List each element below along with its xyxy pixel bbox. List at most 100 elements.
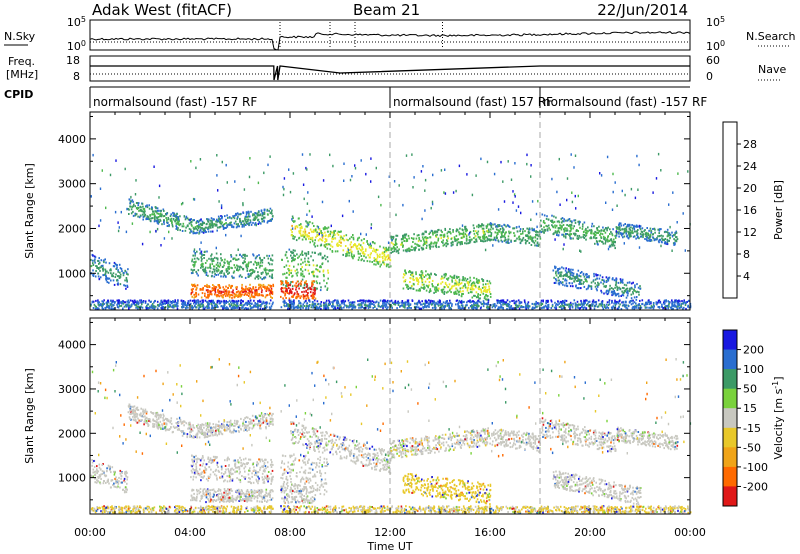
power-data: [90, 112, 692, 310]
heatmap-cell: [263, 211, 266, 214]
heatmap-cell: [236, 286, 238, 289]
heatmap-cell: [481, 278, 483, 281]
heatmap-cell: [248, 212, 250, 215]
heatmap-cell: [465, 230, 467, 233]
heatmap-cell: [639, 228, 642, 231]
heatmap-cell: [623, 230, 626, 232]
heatmap-cell: [639, 225, 642, 228]
heatmap-cell: [596, 228, 599, 231]
heatmap-cell: [387, 254, 389, 257]
heatmap-cell: [255, 289, 258, 292]
heatmap-cell: [613, 241, 615, 243]
heatmap-cell: [99, 276, 102, 279]
heatmap-cell: [367, 254, 369, 257]
heatmap-cell: [190, 220, 193, 223]
heatmap-cell: [621, 293, 624, 296]
heatmap-cell: [612, 305, 615, 308]
heatmap-cell: [571, 271, 574, 274]
heatmap-cell: [417, 281, 420, 284]
heatmap-cell: [591, 222, 594, 225]
heatmap-cell: [193, 283, 196, 286]
heatmap-cell: [606, 289, 608, 292]
heatmap-cell: [338, 307, 340, 310]
heatmap-cell: [585, 278, 587, 281]
heatmap-cell: [438, 228, 440, 231]
heatmap-cell: [262, 213, 264, 216]
heatmap-cell: [319, 237, 321, 240]
heatmap-cell: [287, 303, 289, 306]
heatmap-cell: [104, 258, 106, 261]
heatmap-cell: [552, 269, 555, 272]
heatmap-cell: [299, 307, 302, 310]
heatmap-cell: [578, 283, 580, 285]
heatmap-cell: [627, 236, 629, 239]
heatmap-cell: [188, 227, 191, 230]
heatmap-cell: [204, 231, 207, 234]
heatmap-cell: [217, 215, 220, 218]
heatmap-cell: [659, 235, 661, 237]
heatmap-cell: [580, 306, 583, 308]
heatmap-cell: [575, 276, 578, 279]
heatmap-cell: [290, 250, 292, 253]
heatmap-cell: [300, 304, 302, 307]
heatmap-cell: [311, 251, 314, 254]
heatmap-cell: [366, 304, 368, 307]
heatmap-cell: [108, 262, 111, 265]
heatmap-cell: [128, 198, 131, 201]
heatmap-cell: [129, 200, 132, 203]
heatmap-cell: [611, 244, 614, 247]
heatmap-cell: [608, 245, 611, 248]
heatmap-cell: [633, 230, 636, 233]
heatmap-cell: [261, 212, 264, 215]
heatmap-cell: [369, 253, 372, 256]
heatmap-cell: [546, 225, 549, 228]
heatmap-cell: [224, 261, 226, 264]
heatmap-cell: [144, 210, 146, 213]
heatmap-cell: [141, 210, 143, 213]
heatmap-cell: [308, 237, 310, 240]
heatmap-cell: [473, 276, 475, 279]
heatmap-cell: [200, 253, 203, 256]
heatmap-cell: [296, 280, 299, 283]
heatmap-cell: [652, 303, 655, 306]
heatmap-cell: [294, 220, 296, 223]
heatmap-cell: [338, 239, 341, 242]
heatmap-cell: [433, 291, 435, 294]
heatmap-cell: [566, 219, 569, 222]
heatmap-cell: [401, 243, 403, 246]
heatmap-cell: [322, 256, 325, 259]
heatmap-cell: [616, 231, 618, 234]
heatmap-cell: [310, 294, 313, 297]
heatmap-cell: [153, 220, 156, 223]
heatmap-cell: [432, 245, 434, 248]
heatmap-cell: [566, 224, 568, 226]
heatmap-cell: [254, 289, 256, 292]
heatmap-cell: [421, 273, 423, 276]
nsearch-tick-bottom: 100: [706, 39, 725, 54]
heatmap-cell: [543, 305, 545, 308]
heatmap-cell: [298, 237, 300, 240]
heatmap-cell: [146, 304, 148, 307]
heatmap-cell: [109, 268, 112, 271]
heatmap-cell: [148, 204, 150, 207]
heatmap-cell: [513, 232, 515, 235]
heatmap-cell: [258, 304, 261, 307]
heatmap-cell: [568, 233, 570, 236]
freq-traces: [90, 65, 690, 81]
heatmap-cell: [197, 293, 200, 296]
heatmap-cell: [477, 294, 479, 297]
heatmap-cell: [471, 283, 473, 285]
heatmap-cell: [189, 228, 192, 231]
heatmap-cell: [135, 306, 137, 309]
heatmap-cell: [367, 307, 370, 310]
heatmap-cell: [251, 295, 253, 298]
heatmap-cell: [237, 223, 239, 226]
heatmap-cell: [636, 290, 638, 293]
heatmap-cell: [128, 301, 130, 304]
heatmap-cell: [226, 214, 228, 217]
heatmap-cell: [307, 288, 309, 291]
heatmap-cell: [562, 277, 564, 280]
heatmap-cell: [353, 255, 355, 258]
heatmap-cell: [202, 286, 204, 289]
heatmap-cell: [480, 290, 483, 293]
